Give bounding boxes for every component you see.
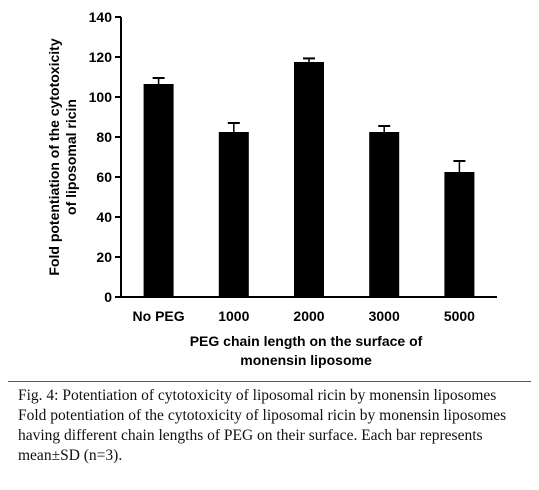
y-tick-label: 0 bbox=[104, 289, 112, 305]
y-axis-title-line-2: of liposomal ricin bbox=[63, 99, 79, 215]
y-axis-title: Fold potentiation of the cytotoxicity of… bbox=[46, 38, 79, 275]
x-axis-title-line-2: monensin liposome bbox=[240, 352, 372, 368]
x-tick-label: 3000 bbox=[369, 308, 400, 324]
bar bbox=[369, 132, 400, 297]
y-tick-label: 80 bbox=[96, 129, 112, 145]
caption-body: Fold potentiation of the cytotoxicity of… bbox=[18, 407, 507, 464]
y-tick-label: 60 bbox=[96, 169, 112, 185]
x-tick-label: 2000 bbox=[293, 308, 324, 324]
x-axis-tick-labels: No PEG 1000 2000 3000 5000 bbox=[133, 308, 476, 324]
bar bbox=[294, 62, 324, 297]
y-tick-label: 100 bbox=[89, 89, 113, 105]
x-axis-title-line-1: PEG chain length on the surface of bbox=[190, 333, 423, 349]
caption-title: Fig. 4: Potentiation of cytotoxicity of … bbox=[18, 387, 497, 404]
bar bbox=[444, 172, 475, 297]
x-tick-label: 1000 bbox=[218, 308, 249, 324]
bar-chart: Fold potentiation of the cytotoxicity of… bbox=[46, 9, 497, 368]
bars bbox=[143, 57, 475, 297]
axes bbox=[120, 17, 497, 298]
y-tick-label: 120 bbox=[89, 49, 113, 65]
y-tick-label: 40 bbox=[96, 209, 112, 225]
figure-caption: Fig. 4: Potentiation of cytotoxicity of … bbox=[18, 386, 536, 466]
x-tick-label: 5000 bbox=[444, 308, 475, 324]
y-axis-title-line-1: Fold potentiation of the cytotoxicity bbox=[46, 38, 62, 275]
y-axis-ticks: 0 20 40 60 80 100 120 140 bbox=[89, 9, 121, 305]
bar bbox=[143, 84, 174, 297]
caption-divider bbox=[8, 381, 531, 382]
y-tick-label: 20 bbox=[96, 249, 112, 265]
bar bbox=[218, 132, 249, 297]
x-tick-label: No PEG bbox=[133, 308, 185, 324]
y-tick-label: 140 bbox=[89, 9, 113, 25]
